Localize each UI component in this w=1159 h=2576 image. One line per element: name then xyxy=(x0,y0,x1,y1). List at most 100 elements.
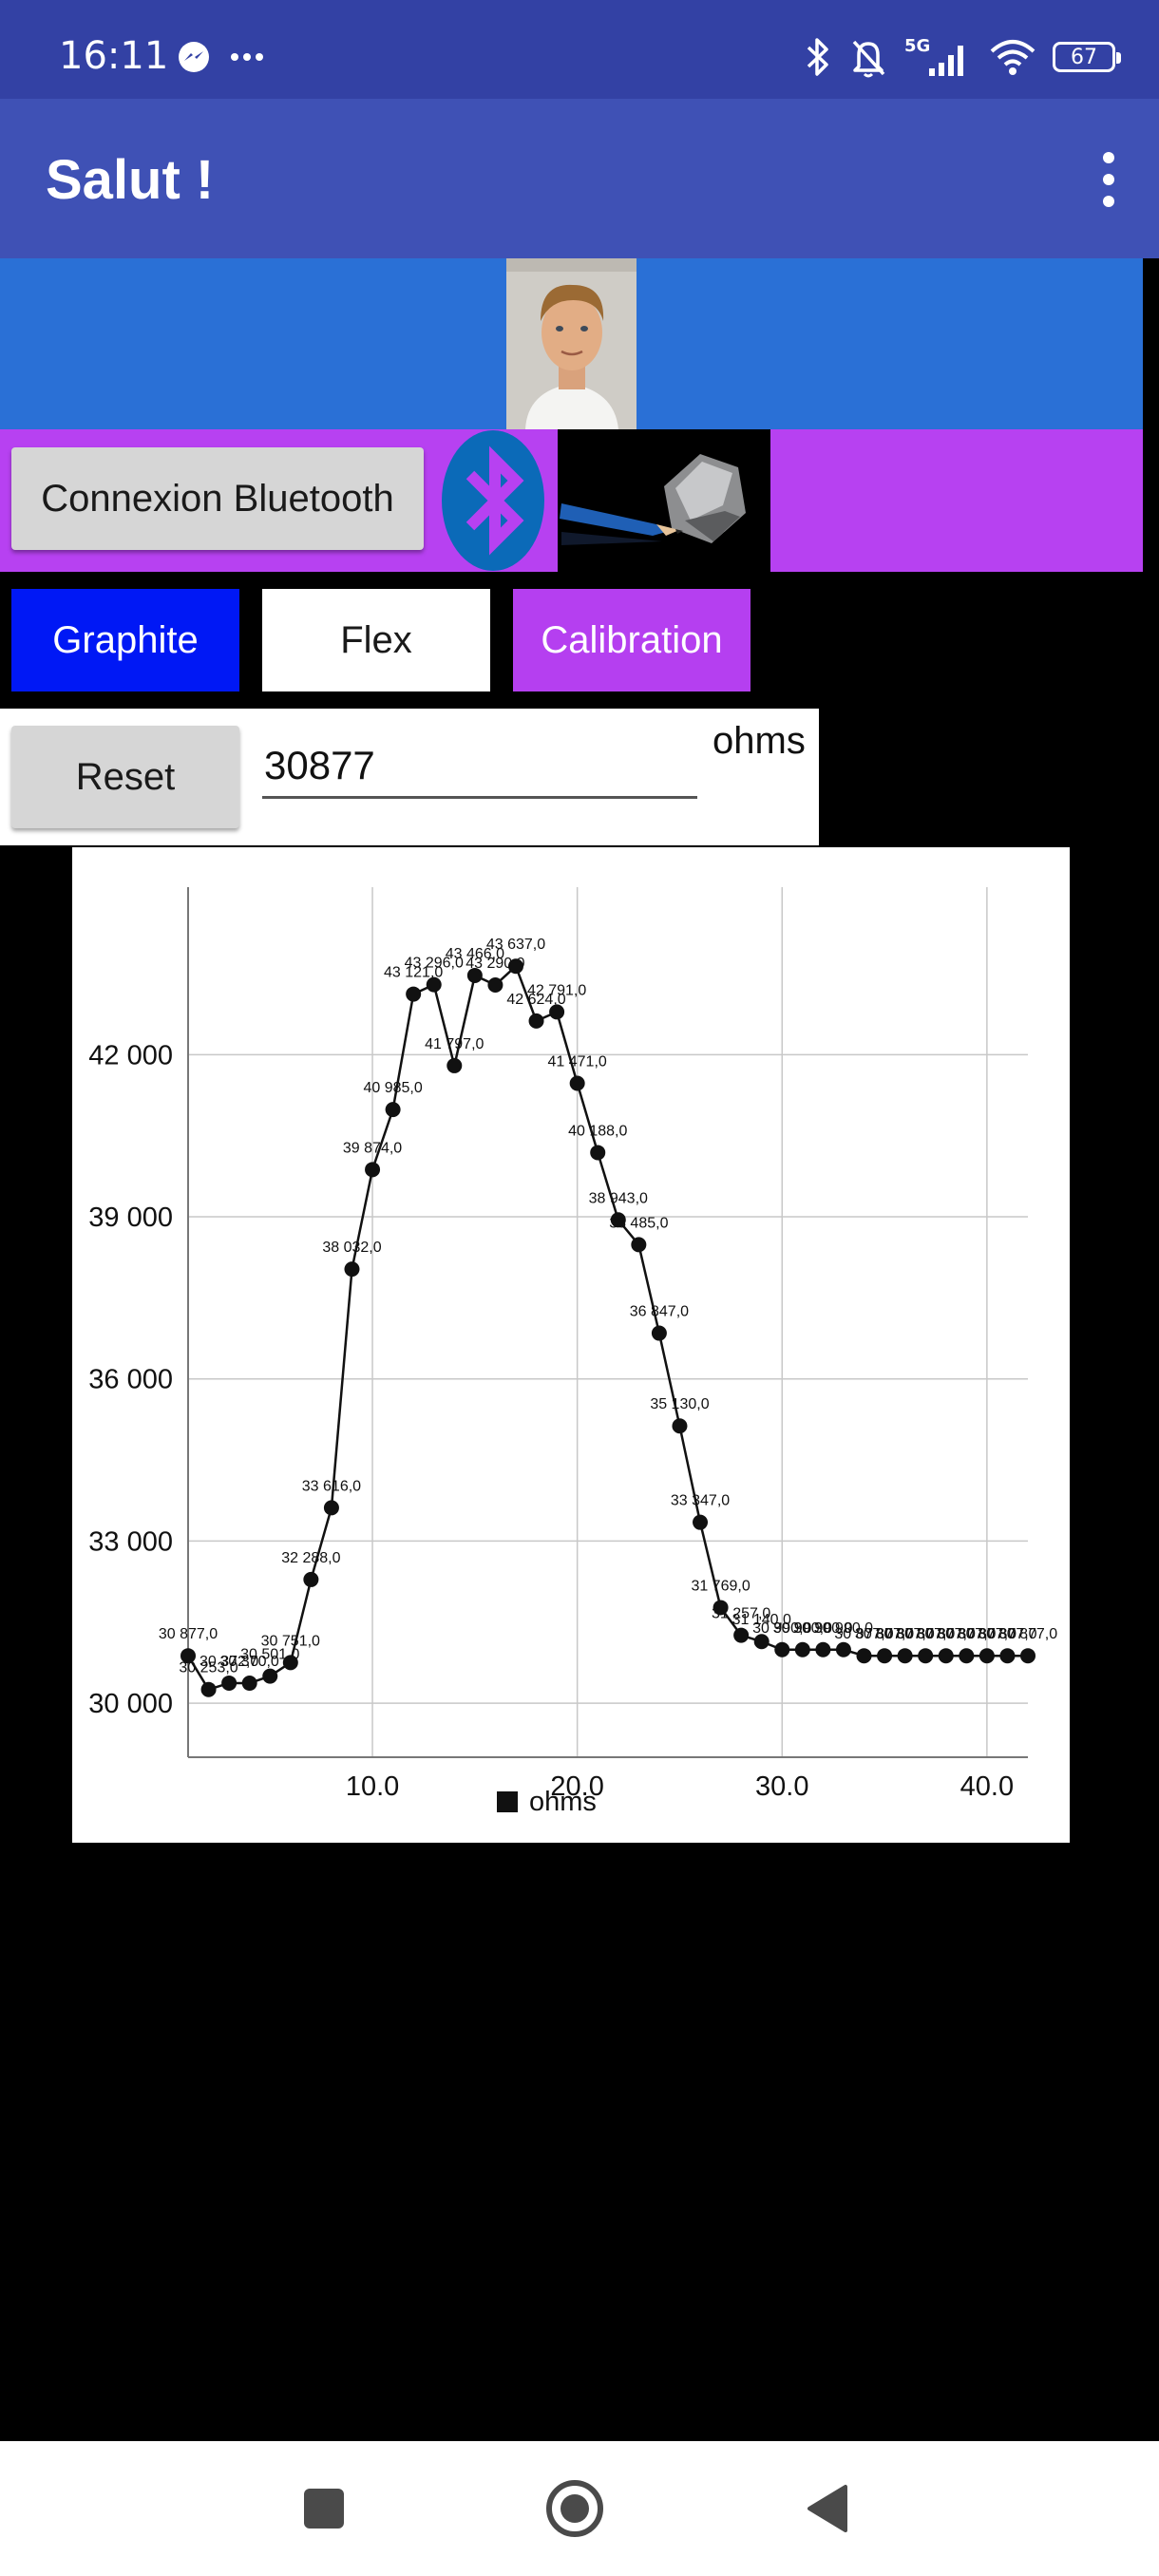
data-label: 30 877,0 xyxy=(855,1626,914,1642)
data-point xyxy=(651,1325,667,1341)
data-point xyxy=(180,1648,196,1664)
data-point xyxy=(426,976,442,993)
data-point xyxy=(303,1571,319,1587)
data-label: 41 797,0 xyxy=(425,1036,484,1052)
status-time: 16:11 xyxy=(59,34,169,78)
data-point xyxy=(507,958,523,975)
data-point xyxy=(569,1075,585,1091)
battery-level: 67 xyxy=(1071,45,1097,69)
data-label: 43 637,0 xyxy=(486,937,545,953)
data-label: 33 616,0 xyxy=(302,1478,361,1494)
data-point xyxy=(406,986,422,1002)
data-label: 30 877,0 xyxy=(834,1626,893,1642)
bluetooth-connect-button[interactable]: Connexion Bluetooth xyxy=(11,447,424,550)
data-point xyxy=(938,1648,954,1664)
x-tick-label: 20.0 xyxy=(550,1771,603,1802)
data-point xyxy=(528,1013,544,1029)
data-label: 30 877,0 xyxy=(875,1626,934,1642)
data-label: 38 032,0 xyxy=(322,1240,381,1256)
x-tick-label: 10.0 xyxy=(346,1771,399,1802)
flex-button[interactable]: Flex xyxy=(262,589,490,691)
reset-button[interactable]: Reset xyxy=(11,726,239,828)
data-label: 30 990,0 xyxy=(752,1620,811,1637)
data-label: 40 188,0 xyxy=(568,1123,627,1139)
bluetooth-icon xyxy=(807,38,828,76)
data-label: 30 877,0 xyxy=(896,1626,955,1642)
graphite-button[interactable]: Graphite xyxy=(11,589,239,691)
unit-label: ohms xyxy=(712,720,806,762)
y-tick-label: 30 000 xyxy=(88,1689,173,1719)
data-point xyxy=(918,1648,934,1664)
data-point xyxy=(385,1102,401,1118)
data-label: 43 466,0 xyxy=(446,946,504,962)
data-point xyxy=(978,1648,995,1664)
legend-swatch xyxy=(497,1791,518,1812)
data-label: 30 370,0 xyxy=(220,1654,279,1670)
data-point xyxy=(753,1634,770,1650)
y-tick-label: 42 000 xyxy=(88,1040,173,1070)
y-tick-label: 39 000 xyxy=(88,1203,173,1233)
data-point xyxy=(959,1648,975,1664)
data-label: 30 877,0 xyxy=(998,1626,1057,1642)
data-point xyxy=(487,976,504,993)
status-bar: 16:11 5G xyxy=(0,0,1159,99)
recents-square-icon[interactable] xyxy=(300,2485,348,2532)
data-point xyxy=(835,1641,851,1657)
graphite-pencil-photo xyxy=(558,429,770,572)
x-tick-label: 30.0 xyxy=(755,1771,808,1802)
data-label: 30 990,0 xyxy=(814,1620,873,1637)
app-bar: Salut ! xyxy=(0,99,1159,258)
data-point xyxy=(610,1212,626,1228)
data-point xyxy=(282,1655,298,1671)
data-point xyxy=(221,1675,238,1691)
data-label: 39 874,0 xyxy=(343,1140,402,1156)
status-left-icons xyxy=(177,36,264,78)
data-point xyxy=(365,1162,381,1178)
data-point xyxy=(856,1648,872,1664)
data-label: 30 751,0 xyxy=(261,1633,320,1649)
data-label: 38 943,0 xyxy=(589,1190,648,1206)
data-point xyxy=(200,1681,217,1697)
data-point xyxy=(446,1057,463,1073)
data-label: 42 624,0 xyxy=(506,992,565,1008)
data-label: 31 140,0 xyxy=(732,1612,791,1628)
chart-svg: 30 000 33 000 36 000 39 000 42 000 10.0 20.0 30… xyxy=(88,887,1057,1817)
data-label: 30 877,0 xyxy=(937,1626,996,1642)
data-point xyxy=(344,1261,360,1278)
app-title: Salut ! xyxy=(46,149,215,211)
data-point xyxy=(262,1668,278,1684)
data-label: 31 257,0 xyxy=(712,1606,770,1622)
network-label: 5G xyxy=(904,36,931,56)
data-point xyxy=(774,1641,790,1657)
wifi-icon xyxy=(990,40,1036,75)
data-point xyxy=(877,1648,893,1664)
x-tick-label: 40.0 xyxy=(960,1771,1014,1802)
data-label: 43 121,0 xyxy=(384,965,443,981)
data-label: 35 130,0 xyxy=(650,1396,709,1412)
data-label: 30 990,0 xyxy=(773,1620,832,1637)
resistance-chart: 30 000 33 000 36 000 39 000 42 000 10.0 20.0 30… xyxy=(72,847,1070,1843)
data-label: 40 985,0 xyxy=(363,1080,422,1096)
data-point xyxy=(693,1514,709,1530)
data-label: 30 877,0 xyxy=(159,1626,218,1642)
data-label: 30 877,0 xyxy=(917,1626,976,1642)
calibration-button[interactable]: Calibration xyxy=(513,589,750,691)
data-label: 30 253,0 xyxy=(179,1660,238,1676)
data-point xyxy=(466,967,483,983)
legend-label: ohms xyxy=(529,1787,597,1817)
data-point xyxy=(672,1418,688,1434)
overflow-menu-icon[interactable] xyxy=(1085,146,1132,213)
data-point xyxy=(815,1641,831,1657)
data-point xyxy=(999,1648,1016,1664)
data-point xyxy=(794,1641,810,1657)
data-label: 30 990,0 xyxy=(793,1620,852,1637)
data-label: 38 485,0 xyxy=(609,1215,668,1231)
resistance-value-field[interactable]: 30877 xyxy=(262,737,697,799)
data-point xyxy=(712,1600,729,1616)
home-circle-icon[interactable] xyxy=(544,2478,605,2539)
messenger-icon xyxy=(179,42,209,72)
data-label: 32 288,0 xyxy=(281,1550,340,1566)
bell-muted-icon xyxy=(852,40,885,78)
y-tick-label: 36 000 xyxy=(88,1365,173,1395)
back-triangle-icon[interactable] xyxy=(804,2483,851,2534)
